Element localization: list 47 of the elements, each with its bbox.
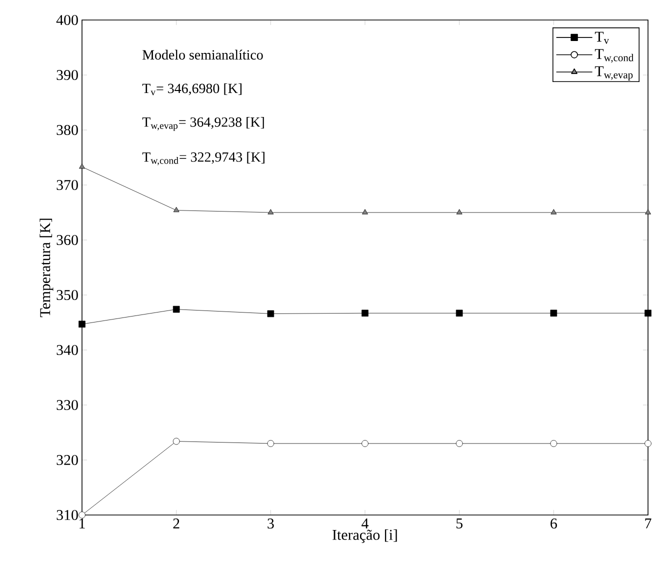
point: [456, 440, 463, 447]
point: [268, 209, 274, 214]
point: [550, 440, 558, 447]
y-tick-label: 380: [56, 124, 78, 136]
x-tick-label: 5: [456, 518, 462, 528]
y-tick-label: 310: [56, 510, 78, 520]
point: [79, 163, 85, 169]
point: [550, 310, 558, 317]
point: [173, 206, 180, 212]
y-tick-label: 400: [56, 14, 78, 26]
annotation: T$_{w,evap}$= 364,9238 [K]: [142, 116, 264, 131]
y-axis-title: Temperatura [K]: [40, 218, 54, 318]
point: [644, 440, 652, 447]
point: [172, 438, 180, 445]
point: [456, 209, 462, 214]
legend-label: T$_{w,cond}$: [594, 49, 634, 63]
point: [362, 310, 368, 317]
legend-label: T$_{v}$: [594, 32, 610, 44]
annotation: Modelo semianalítico: [142, 50, 263, 60]
y-tick-label: 320: [56, 454, 78, 466]
x-tick-label: 6: [550, 518, 557, 529]
point: [456, 310, 463, 317]
point: [172, 306, 180, 313]
x-tick-label: 3: [268, 518, 274, 529]
point: [645, 209, 651, 214]
y-tick-label: 330: [56, 400, 78, 410]
y-tick-label: 360: [56, 234, 78, 246]
x-tick-label: 1: [80, 518, 85, 528]
point: [267, 310, 274, 318]
x-axis-title: Iteração [i]: [332, 529, 397, 543]
legend-label: T$_{w,evap}$: [594, 66, 633, 80]
point: [78, 512, 86, 518]
x-tick-label: 7: [645, 518, 652, 528]
point: [78, 320, 86, 328]
y-tick-label: 350: [56, 290, 78, 300]
point: [644, 310, 652, 317]
y-tick-label: 370: [56, 180, 78, 190]
x-tick-label: 2: [173, 518, 180, 528]
annotation: T$_{w,cond}$= 322,9743 [K]: [142, 152, 264, 166]
x-tick-label: 4: [362, 518, 368, 528]
point: [267, 440, 274, 447]
point: [362, 440, 368, 447]
y-tick-label: 390: [56, 70, 78, 80]
y-tick-label: 340: [56, 344, 78, 356]
point: [362, 209, 368, 214]
point: [550, 209, 557, 214]
annotation: T$_{v}$= 346,6980 [K]: [142, 83, 242, 96]
